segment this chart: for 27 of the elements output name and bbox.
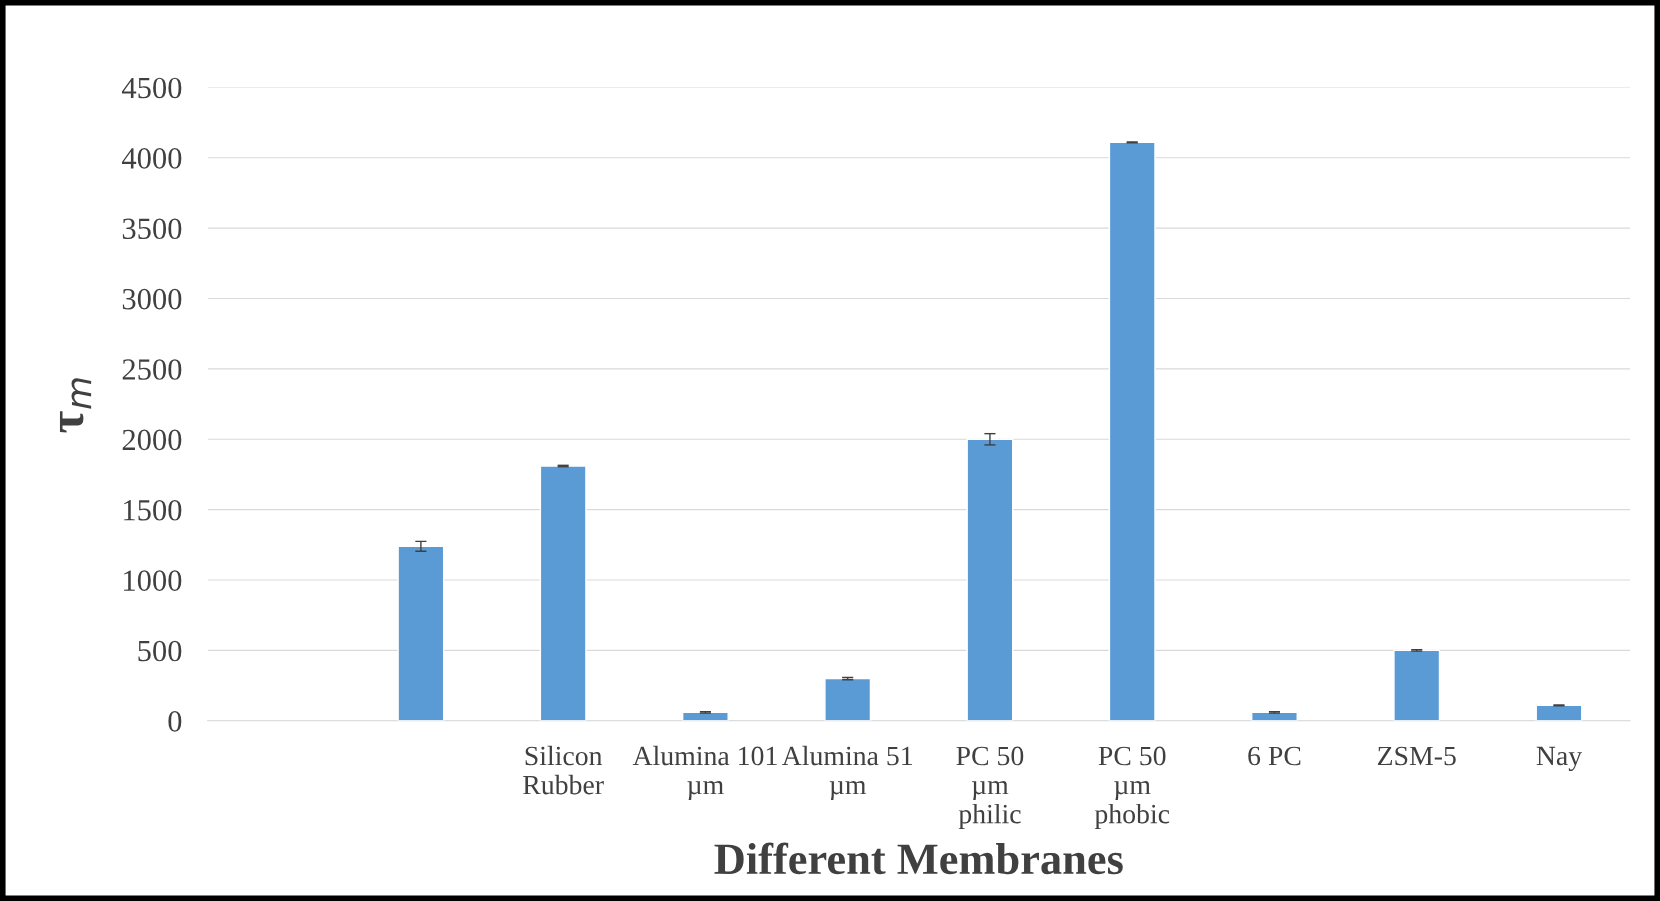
bar xyxy=(539,465,587,721)
bar xyxy=(824,677,872,721)
bar xyxy=(966,438,1014,721)
x-tick-label: Alumina 101 µm xyxy=(632,745,777,801)
y-tick-label: 2000 xyxy=(122,429,182,451)
y-tick-label: 2500 xyxy=(122,359,182,380)
x-tick-label: 6 PC xyxy=(1248,746,1301,766)
x-tick-label: Alumina 51 µm xyxy=(781,745,912,801)
y-tick-label: 3000 xyxy=(122,288,182,310)
x-axis-title: Different Membranes xyxy=(714,842,1123,875)
y-tick-label: 1000 xyxy=(124,570,182,591)
y-tick-label: 4500 xyxy=(121,77,182,99)
x-tick-label: PC 50 µm phobic xyxy=(1094,746,1170,830)
y-axis-title: τ$_{m}$ xyxy=(59,378,92,433)
y-tick-label: 1500 xyxy=(124,499,182,521)
y-tick-label: 4000 xyxy=(121,148,182,169)
y-tick-label: 0 xyxy=(168,711,182,732)
x-tick-label: PC 50 µm philic xyxy=(956,746,1024,830)
x-tick-label: ZSM-5 xyxy=(1377,746,1456,766)
x-tick-label: Silicon Rubber xyxy=(523,745,604,795)
bar xyxy=(1535,704,1583,721)
bar xyxy=(397,545,445,721)
x-tick-label: Nay xyxy=(1536,746,1583,771)
y-tick-label: 500 xyxy=(138,640,182,662)
bar xyxy=(1393,649,1441,721)
y-tick-label: 3500 xyxy=(122,218,182,240)
bar xyxy=(1108,141,1156,721)
